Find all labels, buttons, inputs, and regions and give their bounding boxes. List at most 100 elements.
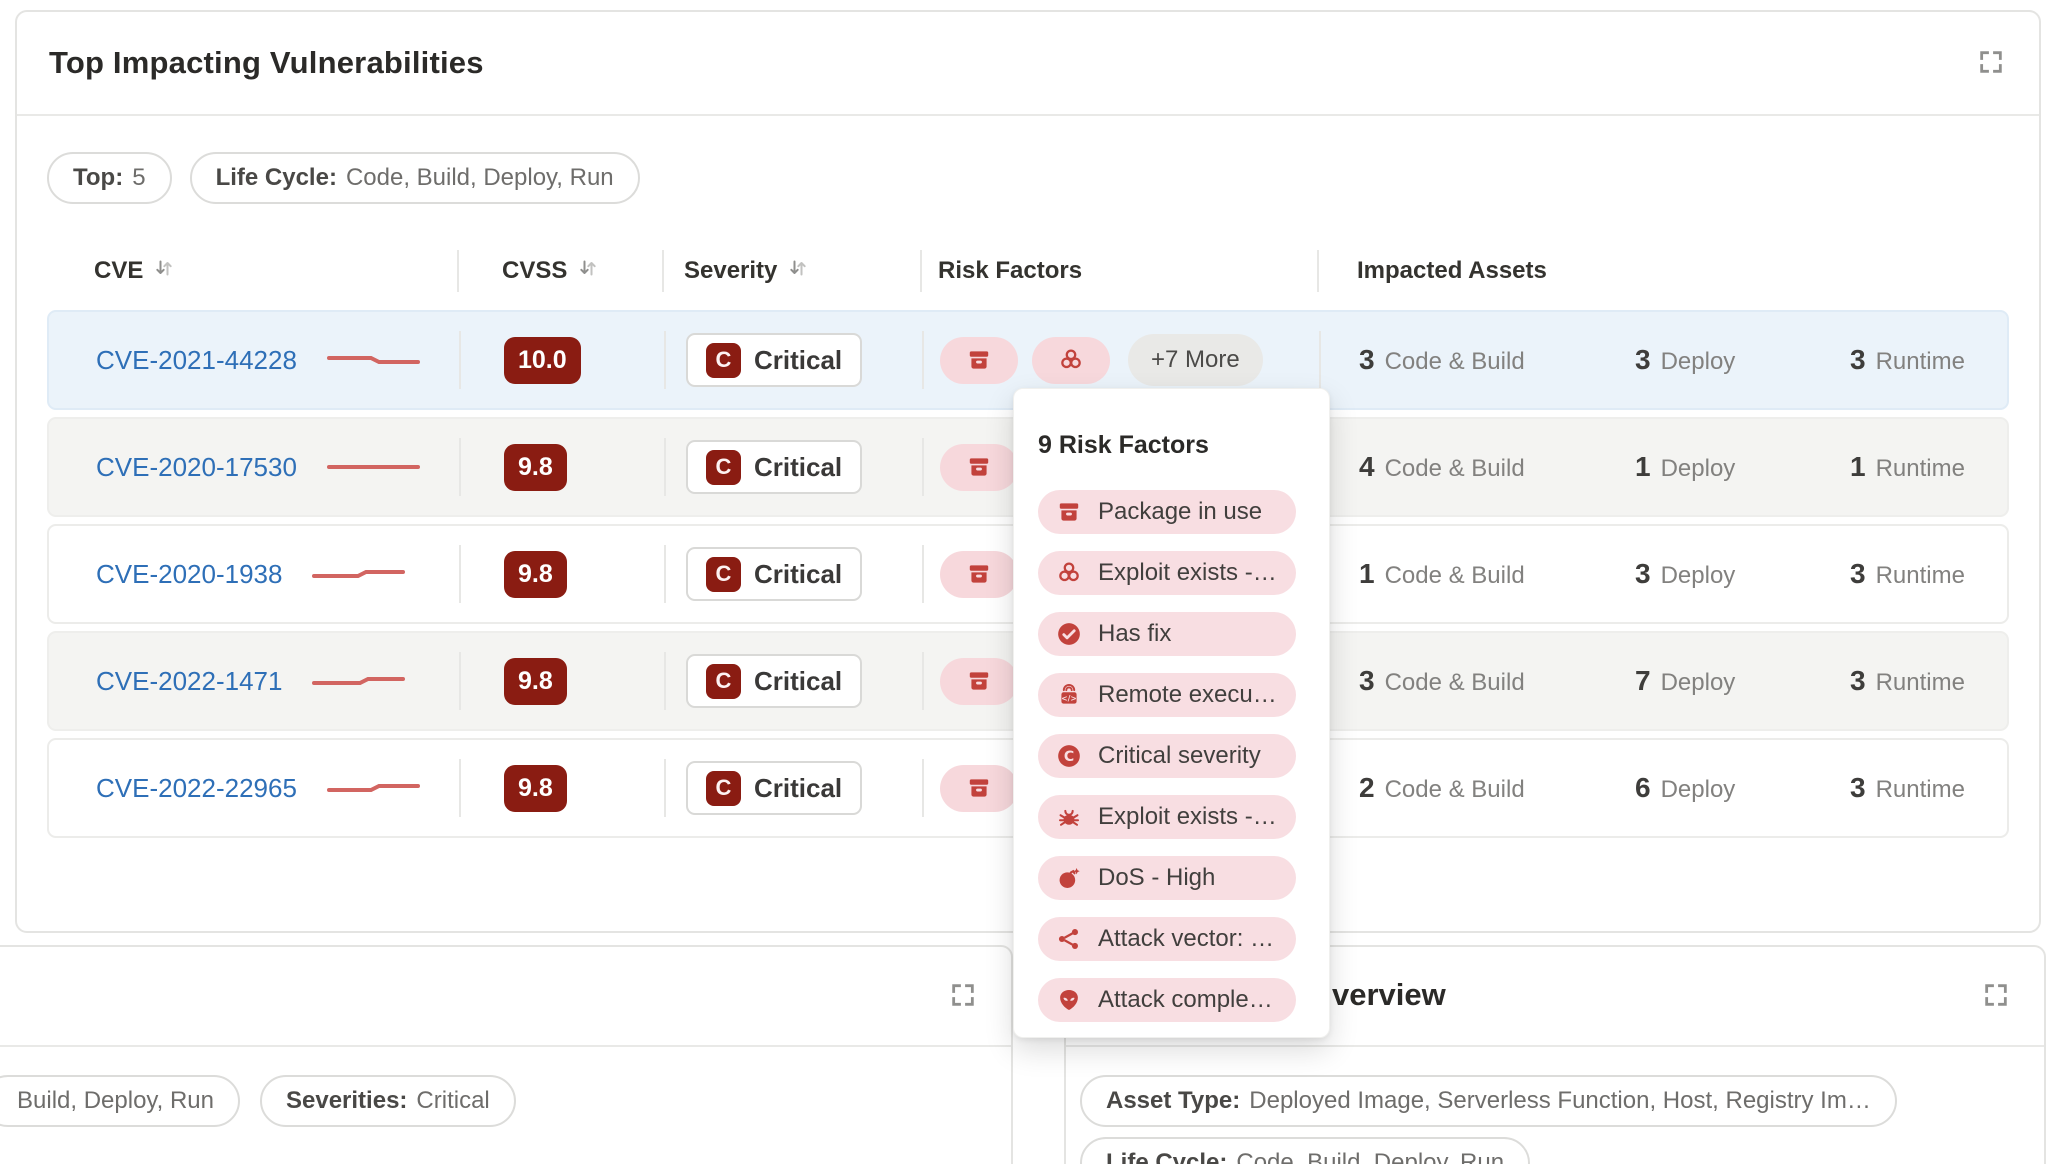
- chip-value: Critical: [416, 1087, 490, 1114]
- table-header: CVE CVSS Severity Risk Factors Impacted …: [47, 246, 2009, 296]
- severity-badge[interactable]: C Critical: [686, 761, 863, 815]
- sort-icon[interactable]: [577, 257, 599, 286]
- column-header-severity[interactable]: Severity: [662, 246, 920, 296]
- severity-initial: C: [706, 342, 741, 378]
- chip-value: Code, Build, Deploy, Run: [345, 164, 614, 191]
- severity-cell: C Critical: [664, 633, 922, 729]
- severity-cell: C Critical: [664, 740, 922, 836]
- filter-chip-top[interactable]: Top: 5: [47, 152, 172, 204]
- severity-initial: C: [706, 556, 741, 592]
- deploy-count: 3: [1635, 344, 1651, 375]
- cve-link[interactable]: CVE-2021-44228: [96, 344, 297, 375]
- card-header: Top Impacting Vulnerabilities: [17, 12, 2039, 116]
- code-build-count: 4: [1359, 451, 1375, 482]
- column-header-cve[interactable]: CVE: [47, 246, 457, 296]
- cve-link[interactable]: CVE-2022-1471: [96, 665, 283, 696]
- runtime-label: Runtime: [1875, 669, 1965, 696]
- risk-factor-item[interactable]: Package in use: [1038, 490, 1296, 534]
- package-in-use-icon[interactable]: [940, 764, 1018, 812]
- code-build-count: 2: [1359, 772, 1375, 803]
- risk-factor-label: Attack vector: …: [1098, 925, 1275, 952]
- severity-cell: C Critical: [664, 526, 922, 622]
- cve-link[interactable]: CVE-2020-1938: [96, 558, 283, 589]
- expand-icon[interactable]: [1977, 48, 2007, 78]
- chip-label: Top:: [73, 164, 124, 191]
- risk-factor-item[interactable]: C Critical severity: [1038, 734, 1296, 778]
- deploy-label: Deploy: [1660, 562, 1736, 589]
- archive-icon: [1056, 499, 1082, 525]
- risk-factor-item[interactable]: Exploit exists -…: [1038, 795, 1296, 839]
- expand-icon[interactable]: [949, 981, 979, 1011]
- risk-factor-item[interactable]: Exploit exists -…: [1038, 551, 1296, 595]
- sort-icon[interactable]: [153, 257, 175, 286]
- column-header-cvss[interactable]: CVSS: [457, 246, 662, 296]
- package-in-use-icon[interactable]: [940, 336, 1018, 384]
- column-label: CVE: [94, 257, 144, 284]
- deploy-label: Deploy: [1660, 776, 1736, 803]
- column-label: Risk Factors: [938, 257, 1083, 284]
- deploy-count: 7: [1635, 665, 1651, 696]
- severity-initial: C: [706, 449, 741, 485]
- filter-chips: Top: 5 Life Cycle: Code, Build, Deploy, …: [47, 152, 2009, 204]
- severity-cell: C Critical: [664, 419, 922, 515]
- runtime-count: 1: [1850, 451, 1866, 482]
- column-label: Severity: [684, 257, 778, 284]
- cvss-badge: 9.8: [504, 764, 567, 812]
- risk-factor-label: Remote execu…: [1098, 681, 1277, 708]
- runtime-count: 3: [1850, 344, 1866, 375]
- page-title: Top Impacting Vulnerabilities: [49, 45, 484, 80]
- impacted-assets-cell: 3 Code & Build 3 Deploy 3 Runtime: [1319, 312, 2007, 408]
- more-risk-factors-button[interactable]: +7 More: [1128, 334, 1263, 386]
- risk-factor-item[interactable]: Attack vector: …: [1038, 917, 1296, 961]
- cvss-cell: 10.0: [459, 312, 664, 408]
- severity-badge[interactable]: C Critical: [686, 547, 863, 601]
- filter-chip-asset-type[interactable]: Asset Type: Deployed Image, Serverless F…: [1080, 1075, 1897, 1127]
- package-in-use-icon[interactable]: [940, 443, 1018, 491]
- severity-badge[interactable]: C Critical: [686, 333, 863, 387]
- svg-text:</>: </>: [1061, 694, 1076, 703]
- risk-factor-item[interactable]: </> Remote execu…: [1038, 673, 1296, 717]
- package-in-use-icon[interactable]: [940, 657, 1018, 705]
- sort-icon[interactable]: [787, 257, 809, 286]
- cve-cell: CVE-2020-1938: [49, 526, 459, 622]
- exploit-exists-icon[interactable]: [1032, 336, 1110, 384]
- deploy-label: Deploy: [1660, 455, 1736, 482]
- risk-factor-item[interactable]: Has fix: [1038, 612, 1296, 656]
- risk-factor-item[interactable]: DoS - High: [1038, 856, 1296, 900]
- biohazard-icon: [1056, 560, 1082, 586]
- severity-label: Critical: [754, 665, 843, 696]
- filter-chip-lifecycle[interactable]: Life Cycle: Code, Build, Deploy, Run: [1080, 1137, 1531, 1164]
- bottom-left-card: Build, Deploy, Run Severities: Critical: [0, 945, 1013, 1164]
- cvss-badge: 9.8: [504, 550, 567, 598]
- runtime-count: 3: [1850, 665, 1866, 696]
- severity-badge[interactable]: C Critical: [686, 440, 863, 494]
- filter-chip-lifecycle[interactable]: Life Cycle: Code, Build, Deploy, Run: [189, 152, 640, 204]
- risk-factor-item[interactable]: Attack comple…: [1038, 978, 1296, 1022]
- column-label: Impacted Assets: [1357, 257, 1547, 284]
- expand-icon[interactable]: [1982, 981, 2012, 1011]
- column-header-risk-factors: Risk Factors: [920, 246, 1317, 296]
- popup-title: 9 Risk Factors: [1038, 431, 1209, 459]
- trend-sparkline: [326, 356, 420, 364]
- runtime-label: Runtime: [1875, 455, 1965, 482]
- risk-factor-label: DoS - High: [1098, 864, 1216, 891]
- deploy-count: 1: [1635, 451, 1651, 482]
- bug-icon: [1056, 804, 1082, 830]
- impacted-assets-cell: 3 Code & Build 7 Deploy 3 Runtime: [1319, 633, 2007, 729]
- filter-chip-lifecycle-clipped[interactable]: Build, Deploy, Run: [0, 1075, 240, 1127]
- filter-chip-severities[interactable]: Severities: Critical: [260, 1075, 516, 1127]
- severity-badge[interactable]: C Critical: [686, 654, 863, 708]
- check-circle-icon: [1056, 621, 1082, 647]
- package-in-use-icon[interactable]: [940, 550, 1018, 598]
- code-build-count: 1: [1359, 558, 1375, 589]
- severity-label: Critical: [754, 772, 843, 803]
- deploy-label: Deploy: [1660, 348, 1736, 375]
- chip-label: Severities:: [286, 1087, 408, 1114]
- deploy-count: 6: [1635, 772, 1651, 803]
- chip-label: Life Cycle:: [215, 164, 337, 191]
- trend-sparkline: [326, 784, 420, 792]
- code-build-label: Code & Build: [1384, 348, 1525, 375]
- alien-icon: [1056, 987, 1082, 1013]
- cve-link[interactable]: CVE-2020-17530: [96, 451, 297, 482]
- cve-link[interactable]: CVE-2022-22965: [96, 772, 297, 803]
